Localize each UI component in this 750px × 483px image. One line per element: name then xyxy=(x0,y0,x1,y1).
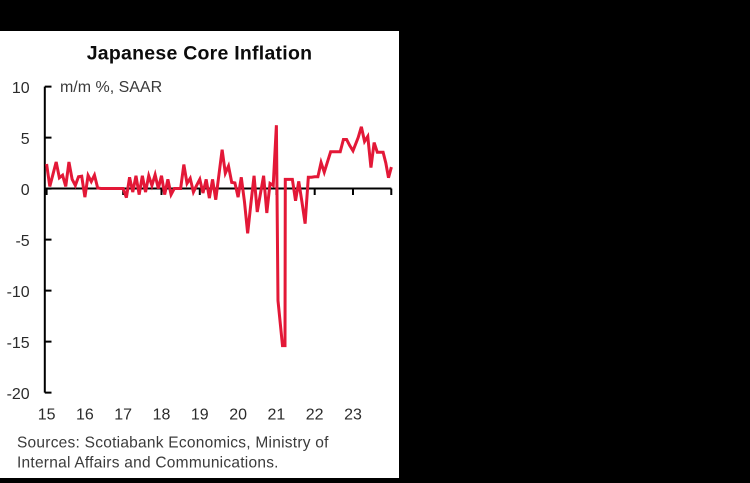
svg-text:-15: -15 xyxy=(7,335,30,352)
svg-text:23: 23 xyxy=(344,407,362,424)
svg-text:0: 0 xyxy=(21,182,30,199)
svg-text:17: 17 xyxy=(114,407,132,424)
svg-text:10: 10 xyxy=(12,80,30,97)
svg-text:5: 5 xyxy=(21,131,30,148)
svg-text:19: 19 xyxy=(191,407,209,424)
svg-text:-10: -10 xyxy=(7,284,30,301)
svg-text:22: 22 xyxy=(306,407,324,424)
svg-text:Internal Affairs and Communica: Internal Affairs and Communications. xyxy=(17,455,279,472)
svg-text:16: 16 xyxy=(76,407,94,424)
svg-text:-20: -20 xyxy=(7,386,30,403)
svg-text:m/m %, SAAR: m/m %, SAAR xyxy=(60,79,162,96)
svg-text:-5: -5 xyxy=(15,233,29,250)
svg-text:18: 18 xyxy=(153,407,171,424)
svg-text:15: 15 xyxy=(38,407,56,424)
svg-text:21: 21 xyxy=(268,407,286,424)
svg-text:Japanese Core Inflation: Japanese Core Inflation xyxy=(87,43,313,65)
svg-text:Sources: Scotiabank Economics,: Sources: Scotiabank Economics, Ministry … xyxy=(17,435,329,452)
svg-text:20: 20 xyxy=(229,407,247,424)
